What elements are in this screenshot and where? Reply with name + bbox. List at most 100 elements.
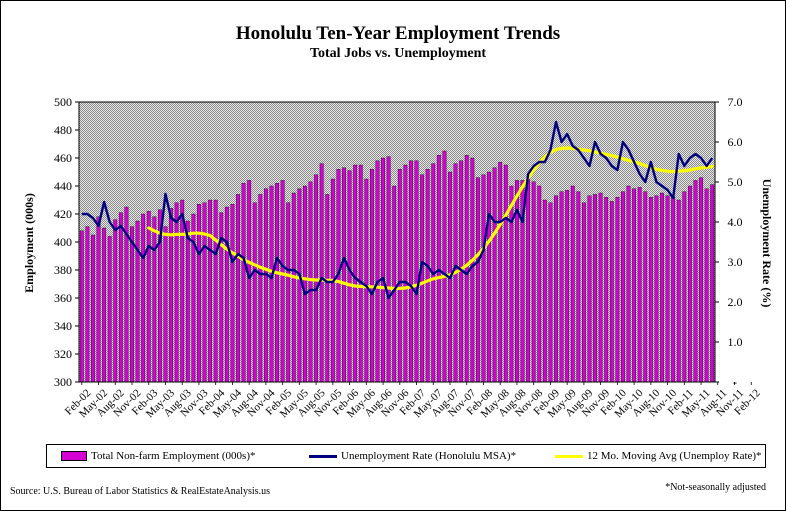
legend-label-moving-avg: 12 Mo. Moving Avg (Unemploy Rate)*: [587, 450, 762, 462]
employment-bar: [576, 191, 581, 383]
employment-bar: [409, 160, 413, 383]
employment-bar: [621, 191, 625, 383]
legend-item-unemployment: Unemployment Rate (Honolulu MSA)*: [309, 450, 516, 462]
employment-bar: [358, 164, 363, 383]
employment-bar: [487, 171, 491, 383]
legend-label-employment: Total Non-farm Employment (000s)*: [91, 450, 256, 462]
employment-bar: [420, 174, 425, 383]
employment-bar: [609, 201, 614, 383]
employment-bar: [660, 192, 664, 383]
employment-bar: [197, 204, 201, 383]
employment-bar: [570, 185, 575, 383]
employment-bar: [475, 177, 480, 383]
footnote: *Not-seasonally adjusted: [665, 482, 766, 493]
y2-tick-label: 3.0: [728, 255, 743, 269]
employment-bar: [79, 230, 84, 383]
y2-tick-label: 1.0: [728, 335, 743, 349]
employment-bar: [247, 180, 252, 383]
y2-tick-label: -: [733, 375, 737, 389]
employment-bar: [436, 155, 441, 383]
employment-bar: [654, 195, 659, 383]
employment-bar: [280, 180, 285, 383]
employment-bar: [676, 199, 681, 383]
employment-bar: [174, 202, 179, 383]
employment-bar: [224, 206, 229, 383]
employment-bar: [185, 220, 190, 383]
employment-bar: [91, 234, 95, 383]
employment-bar: [693, 180, 698, 383]
chart-legend: Total Non-farm Employment (000s)* Unempl…: [46, 444, 766, 468]
employment-bar: [464, 155, 469, 383]
employment-bar: [554, 195, 558, 383]
employment-bar: [369, 169, 374, 383]
employment-bar: [710, 184, 715, 383]
employment-bar: [425, 169, 430, 383]
employment-bar: [481, 174, 486, 383]
legend-label-unemployment: Unemployment Rate (Honolulu MSA)*: [341, 450, 517, 462]
employment-bar: [414, 160, 419, 383]
employment-bar: [687, 185, 692, 383]
employment-bar: [107, 236, 112, 383]
employment-bar: [593, 194, 597, 383]
employment-bar: [286, 202, 291, 383]
legend-swatch-unemployment: [309, 454, 337, 458]
employment-bar: [397, 169, 402, 383]
y-tick-label: 400: [54, 235, 72, 249]
y2-tick-label: 7.0: [728, 95, 743, 109]
employment-bar: [548, 202, 553, 383]
employment-bar: [96, 216, 101, 383]
employment-bar: [542, 199, 547, 383]
y-tick-label: 340: [54, 319, 72, 333]
employment-bar: [230, 204, 235, 383]
employment-bar: [364, 178, 369, 383]
employment-bar: [671, 197, 676, 383]
employment-bar: [665, 195, 670, 383]
unemployment-line: [81, 120, 714, 300]
employment-bar: [308, 181, 313, 383]
employment-bar: [208, 199, 213, 383]
employment-bar: [102, 227, 107, 383]
chart-title: Honolulu Ten-Year Employment Trends: [236, 23, 560, 44]
employment-bar: [615, 197, 620, 383]
employment-bar: [319, 163, 324, 383]
employment-bar: [559, 191, 564, 383]
employment-bar: [682, 191, 687, 383]
y-tick-label: 420: [54, 207, 72, 221]
employment-bar: [146, 211, 151, 383]
employment-bar: [303, 185, 307, 383]
employment-bar: [442, 150, 447, 383]
employment-bar: [202, 202, 207, 383]
employment-bar: [470, 157, 475, 383]
employment-bar: [381, 157, 385, 383]
employment-bar: [565, 190, 570, 383]
employment-bar: [263, 188, 268, 383]
employment-bar: [325, 194, 330, 383]
employment-bar: [386, 156, 391, 383]
y2-axis-title: Unemployment Rate (%): [760, 179, 774, 308]
employment-bar: [632, 188, 637, 383]
y2-tick-label: 5.0: [728, 175, 743, 189]
employment-bar: [180, 199, 185, 383]
employment-bar: [135, 220, 140, 383]
employment-bar: [130, 226, 134, 383]
y2-tick-label: 4.0: [728, 215, 743, 229]
employment-bar: [342, 167, 346, 383]
employment-bar: [598, 192, 603, 383]
employment-bar: [375, 160, 380, 383]
employment-bar: [191, 213, 196, 383]
y-tick-label: 380: [54, 263, 72, 277]
employment-bar: [275, 183, 279, 383]
legend-item-moving-avg: 12 Mo. Moving Avg (Unemploy Rate)*: [555, 450, 762, 462]
y-tick-label: 300: [54, 375, 72, 389]
employment-bar: [704, 188, 709, 383]
employment-bar: [297, 188, 302, 383]
y-axis-title: Employment (000s): [22, 193, 36, 293]
y-tick-label: 480: [54, 123, 72, 137]
employment-bar: [152, 216, 157, 383]
employment-bar: [581, 202, 586, 383]
employment-bar: [587, 195, 592, 383]
employment-bar: [291, 192, 296, 383]
employment-bar: [353, 164, 358, 383]
employment-bar: [236, 194, 240, 383]
